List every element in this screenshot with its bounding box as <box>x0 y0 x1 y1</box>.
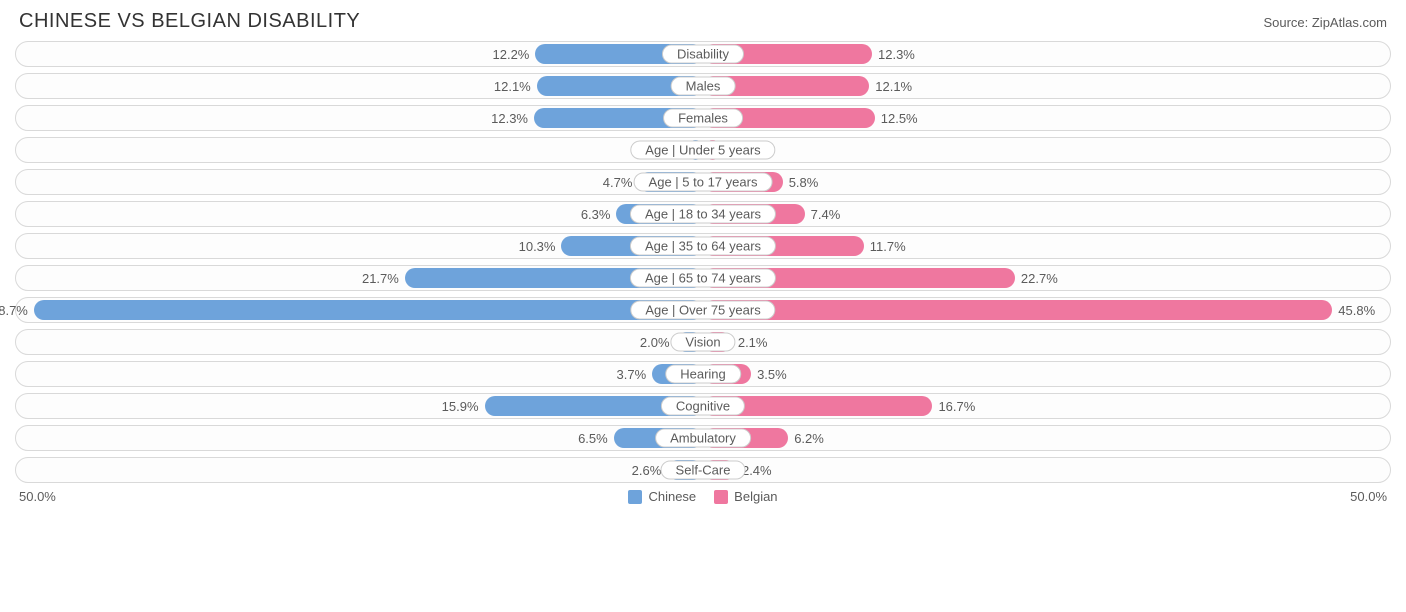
value-belgian: 2.1% <box>732 332 768 352</box>
category-label: Disability <box>662 45 744 64</box>
chart-row: 21.7% 22.7% Age | 65 to 74 years <box>15 265 1391 291</box>
value-belgian: 3.5% <box>751 364 787 384</box>
chart-row: 12.3% 12.5% Females <box>15 105 1391 131</box>
chart-row: 15.9% 16.7% Cognitive <box>15 393 1391 419</box>
value-chinese: 21.7% <box>362 268 405 288</box>
category-label: Cognitive <box>661 397 745 416</box>
chart-row: 12.2% 12.3% Disability <box>15 41 1391 67</box>
category-label: Age | 35 to 64 years <box>630 237 776 256</box>
legend-item-chinese: Chinese <box>628 489 696 504</box>
value-belgian: 6.2% <box>788 428 824 448</box>
value-chinese: 12.3% <box>491 108 534 128</box>
value-belgian: 16.7% <box>932 396 975 416</box>
value-belgian: 12.5% <box>875 108 918 128</box>
category-label: Age | Over 75 years <box>630 301 775 320</box>
chart-title: CHINESE VS BELGIAN DISABILITY <box>19 10 360 33</box>
value-chinese: 15.9% <box>442 396 485 416</box>
value-belgian: 11.7% <box>864 236 906 256</box>
category-label: Hearing <box>665 365 741 384</box>
chart-row: 4.7%5.8%Age | 5 to 17 years <box>15 169 1391 195</box>
value-belgian: 45.8% <box>1332 300 1375 320</box>
value-chinese: 6.3% <box>581 204 617 224</box>
category-label: Ambulatory <box>655 429 751 448</box>
diverging-bar-chart: 12.2% 12.3% Disability 12.1% 12.1% Males 12.3%… <box>15 41 1391 483</box>
value-chinese: 3.7% <box>617 364 653 384</box>
legend-swatch-belgian <box>714 490 728 504</box>
category-label: Females <box>663 109 743 128</box>
legend: Chinese Belgian <box>628 489 777 504</box>
value-chinese: 48.7% <box>0 300 34 320</box>
chart-row: 6.3% 7.4% Age | 18 to 34 years <box>15 201 1391 227</box>
value-belgian: 7.4% <box>805 204 841 224</box>
chart-header: CHINESE VS BELGIAN DISABILITY Source: Zi… <box>15 10 1391 41</box>
category-label: Age | Under 5 years <box>630 141 775 160</box>
category-label: Age | 65 to 74 years <box>630 269 776 288</box>
chart-row: 48.7%45.8%Age | Over 75 years <box>15 297 1391 323</box>
chart-row: 10.3% 11.7% Age | 35 to 64 years <box>15 233 1391 259</box>
legend-item-belgian: Belgian <box>714 489 777 504</box>
chart-row: 2.0%2.1%Vision <box>15 329 1391 355</box>
legend-label-chinese: Chinese <box>648 489 696 504</box>
axis-max-right: 50.0% <box>778 489 1391 504</box>
value-chinese: 10.3% <box>519 236 562 256</box>
chart-row: 12.1% 12.1% Males <box>15 73 1391 99</box>
chart-row: 6.5% 6.2% Ambulatory <box>15 425 1391 451</box>
value-belgian: 5.8% <box>783 172 819 192</box>
chart-row: 2.6%2.4%Self-Care <box>15 457 1391 483</box>
axis-max-left: 50.0% <box>15 489 628 504</box>
value-chinese: 6.5% <box>578 428 614 448</box>
legend-swatch-chinese <box>628 490 642 504</box>
bar-belgian <box>703 300 1332 320</box>
value-chinese: 12.1% <box>494 76 537 96</box>
category-label: Age | 5 to 17 years <box>634 173 773 192</box>
category-label: Males <box>671 77 736 96</box>
category-label: Vision <box>670 333 735 352</box>
legend-label-belgian: Belgian <box>734 489 777 504</box>
value-chinese: 12.2% <box>493 44 536 64</box>
value-belgian: 12.1% <box>869 76 912 96</box>
chart-footer: 50.0% Chinese Belgian 50.0% <box>15 489 1391 504</box>
chart-row: 3.7% 3.5% Hearing <box>15 361 1391 387</box>
value-belgian: 12.3% <box>872 44 915 64</box>
bar-chinese <box>34 300 703 320</box>
category-label: Self-Care <box>661 461 746 480</box>
value-belgian: 22.7% <box>1015 268 1058 288</box>
chart-source: Source: ZipAtlas.com <box>1263 15 1387 30</box>
category-label: Age | 18 to 34 years <box>630 205 776 224</box>
chart-row: 1.1%1.4%Age | Under 5 years <box>15 137 1391 163</box>
